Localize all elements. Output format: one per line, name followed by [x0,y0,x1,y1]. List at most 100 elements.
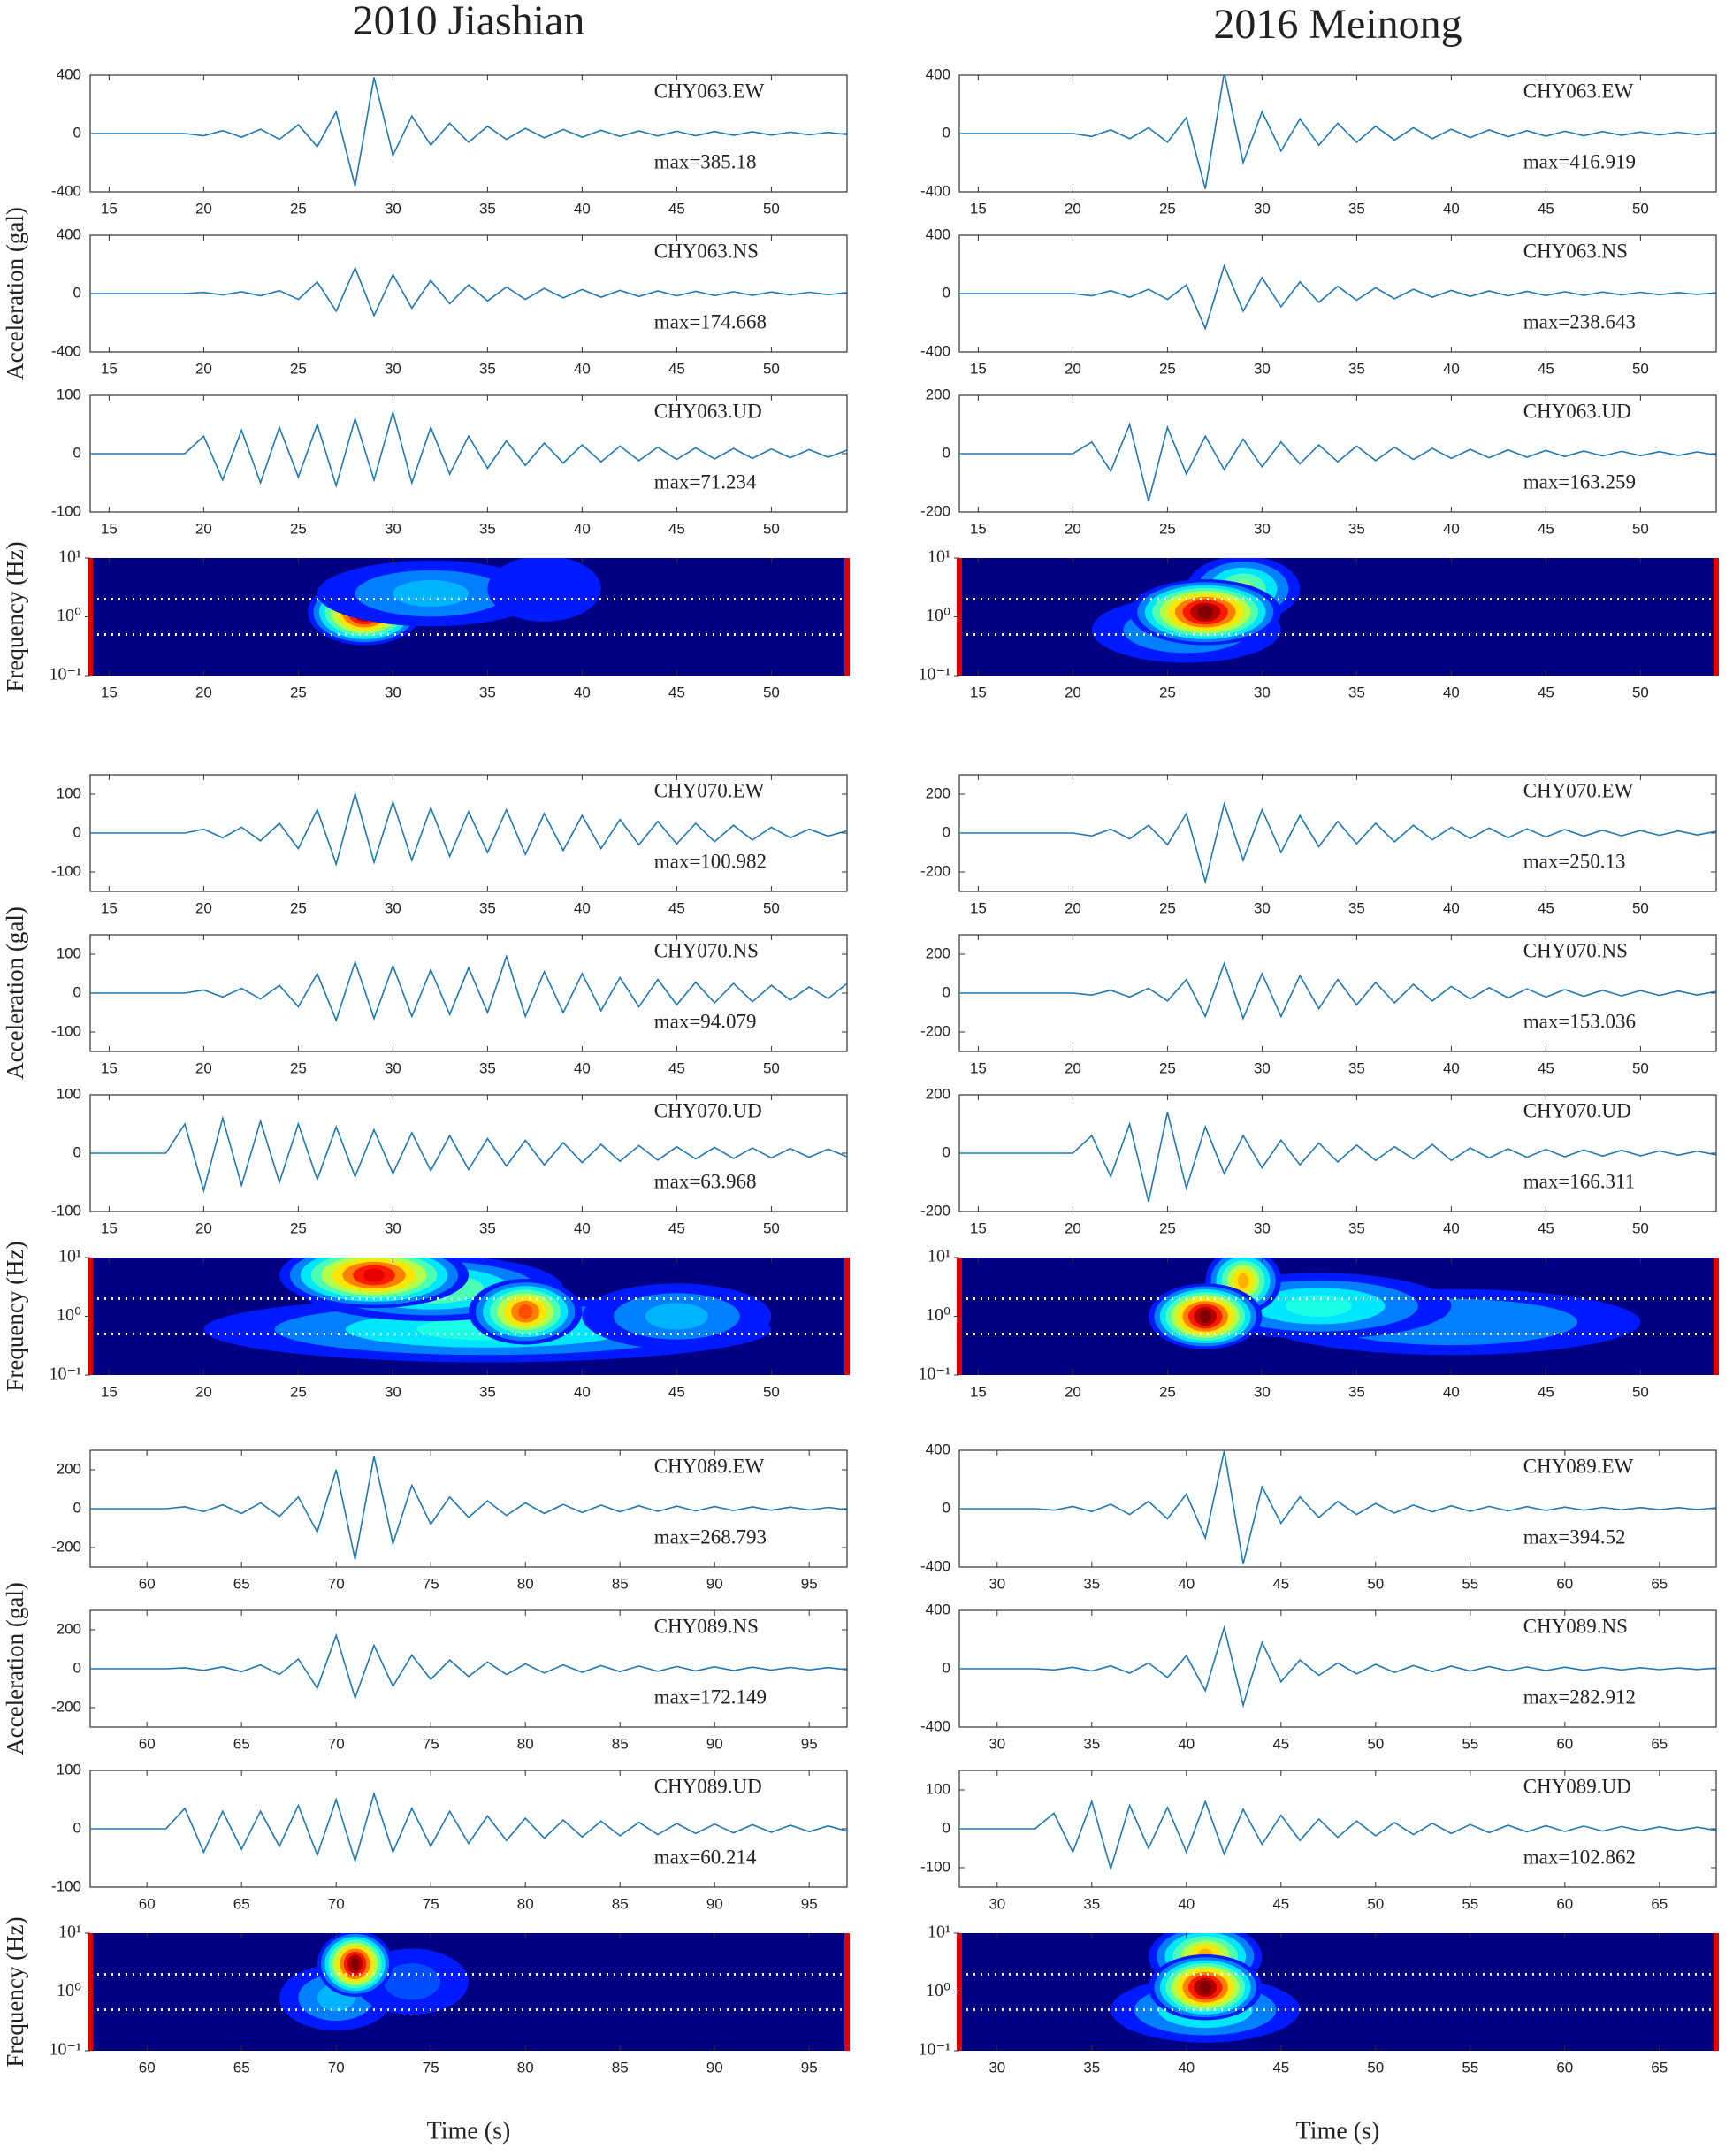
trace-name: CHY063.NS [1523,240,1628,262]
plot-frame [958,394,1717,513]
x-tick-label: 70 [328,2059,345,2076]
plot-frame [89,1094,848,1212]
x-tick-label: 65 [1651,1895,1668,1912]
x-tick-label: 25 [290,684,307,700]
y-tick-label: 0 [943,124,950,141]
x-tick-label: 20 [1065,1383,1081,1400]
x-tick-label: 35 [1083,2059,1100,2076]
x-tick-label: 80 [517,1735,534,1752]
x-tick-label: 95 [801,1895,818,1912]
x-tick-label: 45 [1272,1735,1289,1752]
x-tick-label: 20 [1065,899,1081,916]
x-tick-label: 45 [1538,684,1554,700]
y-tick-label: 0 [943,1819,950,1836]
x-tick-label: 35 [1083,1575,1100,1592]
x-tick-label: 60 [139,1735,156,1752]
trace-max: max=63.968 [654,1170,757,1192]
y-tick-label: 0 [73,444,81,461]
x-tick-label: 15 [101,1383,118,1400]
trace-name: CHY070.NS [654,939,759,961]
edge-right [1714,558,1719,676]
edge-right [1714,1258,1719,1375]
y-tick-label: 200 [926,386,950,402]
x-tick-label: 45 [668,200,685,217]
x-tick-label: 35 [1348,899,1365,916]
x-tick-label: 50 [763,200,780,217]
y-tick-label: -400 [920,1557,950,1574]
y-tick-label: 10⁰ [926,1981,950,2000]
x-tick-label: 65 [233,1575,250,1592]
trace-max: max=394.52 [1523,1525,1626,1548]
y-tick-label: 0 [943,1143,950,1160]
y-tick-label: 400 [57,226,81,242]
y-tick-label: -100 [51,502,81,519]
trace-max: max=238.643 [1523,310,1636,333]
x-tick-label: 15 [970,1383,987,1400]
y-tick-label: 10⁻¹ [918,2040,950,2060]
x-tick-label: 35 [1348,200,1365,217]
x-tick-label: 30 [385,200,401,217]
x-tick-label: 65 [1651,1735,1668,1752]
y-tick-label: 10¹ [928,547,950,567]
x-tick-label: 25 [290,1383,307,1400]
x-tick-label: 45 [1538,520,1554,537]
trace-name: CHY070.EW [1523,779,1634,801]
waveform [90,1791,847,1864]
x-tick-label: 35 [1348,1219,1365,1236]
x-tick-label: 30 [989,1735,1005,1752]
x-tick-label: 65 [233,1735,250,1752]
x-tick-label: 20 [195,1383,212,1400]
spectral-energy [645,1303,709,1330]
trace-name: CHY089.UD [654,1775,762,1797]
x-tick-label: 15 [101,684,118,700]
x-tick-label: 30 [989,1575,1005,1592]
plot-frame [89,1449,848,1568]
edge-right [844,558,850,676]
x-tick-label: 25 [1159,520,1176,537]
x-tick-label: 45 [1272,1895,1289,1912]
x-tick-label: 30 [1254,360,1271,377]
x-tick-label: 50 [1367,2059,1384,2076]
x-tick-label: 60 [1556,1895,1573,1912]
x-tick-label: 35 [1348,1059,1365,1076]
y-tick-label: 200 [57,1460,81,1477]
trace-max: max=385.18 [654,150,757,172]
x-tick-label: 30 [385,684,401,700]
x-tick-label: 50 [1367,1895,1384,1912]
y-tick-label: 0 [943,823,950,840]
trace-name: CHY063.EW [654,80,765,102]
x-tick-label: 65 [1651,1575,1668,1592]
x-tick-label: 65 [233,2059,250,2076]
y-tick-label: 100 [57,1085,81,1102]
x-tick-label: 35 [479,684,496,700]
y-tick-label: 100 [57,944,81,961]
x-tick-label: 25 [1159,1059,1176,1076]
x-tick-label: 45 [668,899,685,916]
x-tick-label: 65 [1651,2059,1668,2076]
x-axis-label: Time (s) [1296,2117,1380,2145]
x-tick-label: 20 [195,899,212,916]
spectral-energy [393,579,469,608]
x-tick-label: 60 [1556,1735,1573,1752]
y-tick-label: 10⁰ [57,1305,81,1325]
x-tick-label: 50 [763,899,780,916]
x-tick-label: 65 [233,1895,250,1912]
x-tick-label: 15 [101,1059,118,1076]
x-tick-label: 90 [706,1895,723,1912]
y-tick-label: 400 [926,1601,950,1617]
y-tick-label: 100 [57,784,81,801]
x-tick-label: 50 [1632,684,1649,700]
x-tick-label: 45 [1538,1059,1554,1076]
x-tick-label: 20 [1065,360,1081,377]
x-tick-label: 35 [479,899,496,916]
x-tick-label: 90 [706,1575,723,1592]
x-tick-label: 40 [574,1219,591,1236]
y-tick-label: 400 [926,226,950,242]
waveform [90,266,847,317]
x-tick-label: 40 [1443,1383,1460,1400]
spectral-energy [518,1304,533,1319]
x-tick-label: 45 [1538,200,1554,217]
y-tick-label: 200 [926,944,950,961]
x-tick-label: 40 [1443,684,1460,700]
trace-max: max=163.259 [1523,470,1636,493]
